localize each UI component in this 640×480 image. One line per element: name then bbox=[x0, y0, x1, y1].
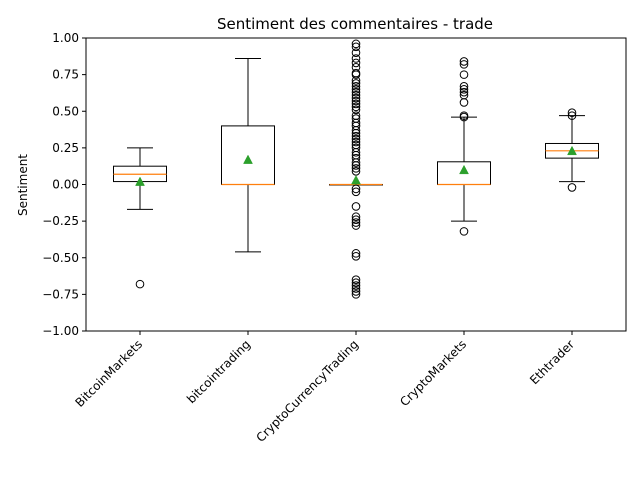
flier-point bbox=[459, 60, 469, 69]
flier-point bbox=[459, 82, 469, 91]
flier-point bbox=[567, 111, 577, 120]
flier-point bbox=[351, 82, 361, 91]
flier-point bbox=[351, 93, 361, 103]
flier-point bbox=[351, 281, 361, 290]
plot-area-frame bbox=[85, 37, 627, 332]
mean-marker bbox=[567, 145, 577, 156]
flier-point bbox=[351, 128, 361, 138]
flier-point bbox=[351, 99, 361, 109]
x-tick-label: CryptoMarkets bbox=[397, 337, 469, 409]
flier-point bbox=[351, 187, 361, 197]
flier-point bbox=[351, 147, 361, 157]
y-axis-label: Sentiment bbox=[16, 154, 30, 216]
flier-point bbox=[135, 279, 145, 289]
box-group-bitcointrading bbox=[221, 58, 275, 253]
flier-point bbox=[459, 98, 469, 107]
flier-point bbox=[351, 284, 361, 293]
mean-marker bbox=[459, 164, 469, 175]
y-tick-label: 0.25 bbox=[52, 141, 79, 155]
x-tick-label: CryptoCurrencyTrading bbox=[254, 337, 362, 445]
x-tick-label: bitcointrading bbox=[184, 337, 253, 406]
y-tick-label: −0.25 bbox=[42, 214, 79, 228]
flier-point bbox=[351, 48, 361, 57]
flier-point bbox=[351, 105, 361, 115]
flier-point bbox=[351, 134, 361, 144]
box-group-CryptoMarkets bbox=[437, 57, 491, 236]
flier-point bbox=[351, 249, 361, 258]
flier-point bbox=[351, 278, 361, 287]
flier-point bbox=[351, 39, 361, 49]
y-tick-label: −0.50 bbox=[42, 251, 79, 265]
flier-point bbox=[351, 251, 361, 261]
chart-title: Sentiment des commentaires - trade bbox=[217, 15, 493, 33]
flier-point bbox=[351, 42, 361, 52]
x-tick-label: Ethtrader bbox=[527, 337, 577, 387]
flier-point bbox=[567, 108, 577, 118]
flier-point bbox=[567, 183, 577, 192]
flier-point bbox=[351, 290, 361, 299]
y-tick-label: 0.75 bbox=[52, 68, 79, 82]
flier-point bbox=[351, 131, 361, 141]
flier-point bbox=[351, 221, 361, 230]
flier-point bbox=[459, 112, 469, 122]
y-tick-label: 0.00 bbox=[52, 178, 79, 192]
box-group-Ethtrader bbox=[545, 108, 599, 192]
flier-point bbox=[459, 227, 469, 236]
flier-point bbox=[351, 215, 361, 224]
flier-point bbox=[351, 164, 361, 173]
flier-point bbox=[459, 84, 469, 94]
box-group-BitcoinMarkets bbox=[113, 147, 167, 289]
flier-point bbox=[459, 70, 469, 79]
flier-point bbox=[351, 58, 361, 68]
y-tick-label: 1.00 bbox=[52, 31, 79, 45]
flier-point bbox=[351, 161, 361, 170]
flier-point bbox=[459, 87, 469, 97]
box-group-CryptoCurrencyTrading bbox=[329, 39, 383, 299]
flier-point bbox=[351, 287, 361, 296]
flier-point bbox=[351, 87, 361, 97]
flier-point bbox=[351, 76, 361, 85]
flier-point bbox=[459, 57, 469, 66]
flier-point bbox=[351, 102, 361, 112]
flier-point bbox=[351, 202, 361, 211]
flier-point bbox=[351, 158, 361, 167]
flier-point bbox=[351, 96, 361, 106]
flier-point bbox=[351, 125, 361, 135]
flier-point bbox=[351, 218, 361, 227]
mean-marker bbox=[135, 176, 145, 186]
flier-point bbox=[351, 184, 361, 194]
flier-point bbox=[351, 84, 361, 94]
flier-point bbox=[351, 54, 361, 63]
flier-point bbox=[351, 275, 361, 285]
flier-point bbox=[351, 90, 361, 100]
flier-point bbox=[351, 212, 361, 222]
y-tick-label: −1.00 bbox=[42, 324, 79, 338]
flier-point bbox=[351, 70, 361, 79]
flier-point bbox=[351, 137, 361, 147]
flier-point bbox=[351, 79, 361, 88]
mean-marker bbox=[351, 175, 361, 185]
y-tick-label: −0.75 bbox=[42, 287, 79, 301]
y-tick-label: 0.50 bbox=[52, 104, 79, 118]
mean-marker bbox=[243, 154, 253, 164]
x-tick-label: BitcoinMarkets bbox=[73, 337, 146, 410]
